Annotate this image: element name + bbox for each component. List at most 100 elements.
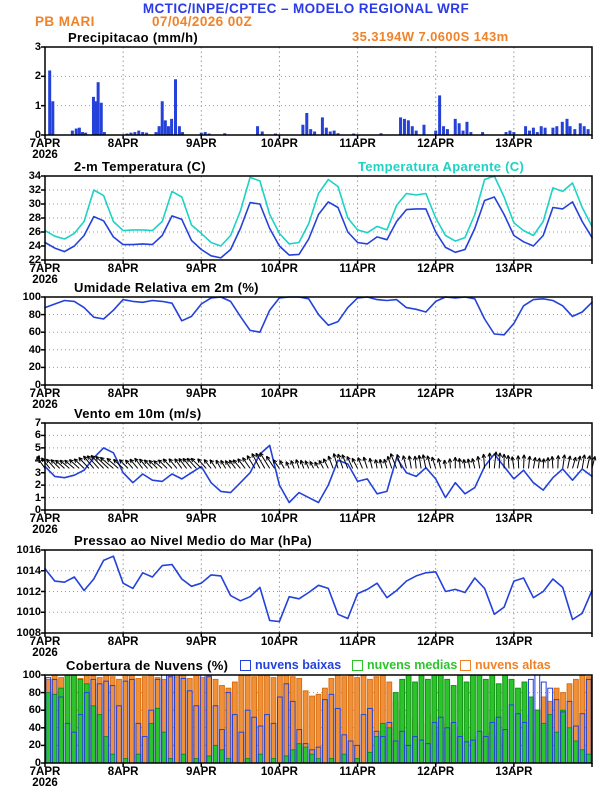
cloud-cover-bar (560, 709, 566, 764)
cloud-cover-bar (566, 727, 573, 764)
wind-barb-arrow (54, 459, 65, 469)
wind-barb-arrow (442, 459, 448, 469)
cloud-cover-bar (128, 674, 135, 764)
wind-barb-arrow (106, 457, 119, 469)
cloud-cover-bar (283, 674, 290, 764)
precipitation-bar (410, 126, 414, 135)
cloud-cover-bar (553, 731, 560, 764)
cloud-cover-bar (251, 676, 258, 764)
wind-barb-arrow (586, 455, 592, 469)
precipitation-bar (324, 127, 328, 135)
wind-barb-arrow (576, 455, 582, 469)
wind-barb-arrow (417, 454, 422, 469)
precipitation-bar (379, 133, 383, 135)
wind-barb-arrow (228, 459, 236, 469)
precipitation-bar (535, 132, 539, 135)
wind-barb-arrow (318, 459, 324, 469)
cloud-cover-bar (122, 674, 129, 764)
precipitation-bar (406, 120, 410, 135)
wind-barb-arrow (304, 460, 310, 469)
cloud-cover-bar (103, 736, 110, 764)
cloud-cover-bar (270, 677, 277, 764)
wind-barb-arrow (157, 459, 168, 469)
precipitation-bar (512, 132, 516, 135)
wind-barb-arrow (255, 452, 266, 469)
precipitation-bar (565, 118, 569, 135)
wind-barb-arrow (493, 451, 498, 469)
wind-barb-arrow (174, 458, 183, 469)
precipitation-bar (402, 118, 406, 135)
cloud-cover-bar (579, 749, 586, 764)
precipitation-bar (461, 130, 465, 135)
cloud-cover-bar (315, 693, 322, 764)
cloud-cover-bar (116, 678, 122, 764)
wind-barb-arrow (476, 455, 481, 469)
wind-barb-arrow (290, 460, 295, 469)
wind-barb-arrow (64, 459, 75, 469)
precipitation-bar (203, 132, 207, 135)
wind-barb-arrow (453, 456, 458, 469)
cloud-cover-bar (45, 692, 52, 764)
wind-barb-arrow (407, 455, 412, 469)
cloud-cover-bar (585, 676, 592, 764)
cloud-cover-bar (540, 722, 547, 764)
precipitation-bar (543, 127, 547, 135)
cloud-cover-bar (219, 749, 225, 764)
precipitation-bar (422, 124, 426, 135)
precipitation-bar (160, 101, 164, 135)
cloud-cover-bar (334, 674, 341, 764)
wind-barb-arrow (521, 454, 527, 469)
precipitation-bar (469, 132, 473, 135)
wind-barb-arrow (421, 454, 427, 469)
cloud-cover-bar (341, 753, 348, 764)
wind-barb-arrow (462, 459, 467, 469)
precipitation-bar (508, 130, 512, 135)
precipitation-bar (94, 101, 98, 135)
cloud-cover-bar (161, 731, 167, 764)
wind-barb-arrow (299, 459, 305, 469)
wind-barb-arrow (497, 452, 503, 469)
precipitation-bar (320, 117, 324, 135)
wind-barb-arrow (481, 453, 487, 469)
wind-barb-arrow (572, 456, 577, 469)
wind-barb-arrow (209, 459, 217, 469)
precipitation-bar (81, 132, 85, 135)
wind-barb-arrow (259, 452, 271, 469)
cloud-cover-bar (96, 714, 103, 764)
cloud-cover-bar (373, 736, 380, 764)
cloud-cover-bar (328, 678, 335, 764)
cloud-cover-bar (83, 683, 90, 764)
wind-barb-arrow (242, 457, 251, 469)
wind-barb-arrow (536, 457, 542, 469)
cloud-cover-bar (276, 674, 283, 764)
wind-barb-arrow (265, 455, 275, 469)
precipitation-bar (166, 126, 170, 135)
precipitation-bar (260, 131, 264, 135)
cloud-cover-bar (354, 677, 361, 764)
cloud-cover-bar (515, 687, 521, 764)
cloud-cover-bar (135, 678, 142, 764)
precipitation-bar (74, 128, 78, 135)
cloud-cover-bar (444, 678, 451, 764)
wind-barb-arrow (50, 459, 61, 469)
2-m-temperatura-line (44, 196, 593, 259)
wind-barb-arrow (182, 457, 192, 469)
precipitation-bar (336, 133, 340, 135)
wind-barb-arrow (555, 455, 561, 469)
wind-barb-arrow (90, 454, 104, 469)
wind-barb-arrow (396, 454, 402, 469)
precipitation-bar (223, 133, 227, 135)
wind-barb-arrow (162, 458, 173, 469)
panel-frame (44, 674, 593, 764)
wind-barb-arrow (561, 454, 567, 469)
cloud-cover-bar (64, 674, 71, 764)
precipitation-bar (531, 127, 535, 135)
cloud-cover-bar (180, 674, 187, 764)
cloud-cover-bar (573, 740, 579, 764)
precipitation-bar (453, 118, 457, 135)
precipitation-bar (434, 130, 438, 135)
wind-barb-arrow (78, 457, 90, 469)
vento-10m-line (44, 444, 593, 504)
cloud-cover-bar (109, 753, 116, 764)
